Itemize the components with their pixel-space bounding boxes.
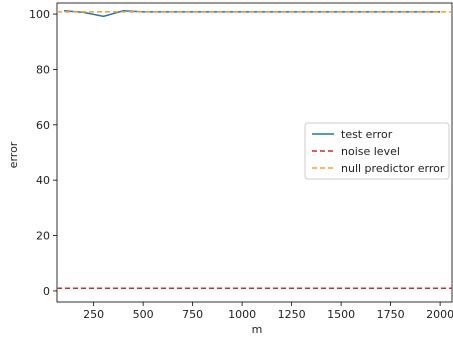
- y-tick-label: 60: [36, 119, 50, 132]
- legend-label: noise level: [341, 145, 400, 158]
- x-tick-label: 250: [83, 308, 104, 321]
- legend-box: [304, 122, 450, 180]
- x-tick-label: 2000: [426, 308, 453, 321]
- y-tick-label: 0: [43, 285, 50, 298]
- x-tick-label: 500: [133, 308, 154, 321]
- y-tick-label: 20: [36, 230, 50, 243]
- legend-label: null predictor error: [341, 162, 445, 175]
- x-tick-label: 1750: [377, 308, 405, 321]
- plot-area-frame: [56, 2, 453, 303]
- y-axis-label: error: [7, 141, 20, 168]
- x-tick-label: 750: [182, 308, 203, 321]
- y-tick-label: 80: [36, 63, 50, 76]
- y-tick-label: 100: [29, 8, 50, 21]
- y-tick-label: 40: [36, 174, 50, 187]
- x-tick-label: 1500: [327, 308, 355, 321]
- x-tick-label: 1000: [228, 308, 256, 321]
- legend: test error noise level null predictor erro…: [304, 122, 450, 180]
- legend-label: test error: [341, 128, 393, 141]
- x-axis-label: m: [252, 323, 263, 336]
- x-tick-label: 1250: [278, 308, 306, 321]
